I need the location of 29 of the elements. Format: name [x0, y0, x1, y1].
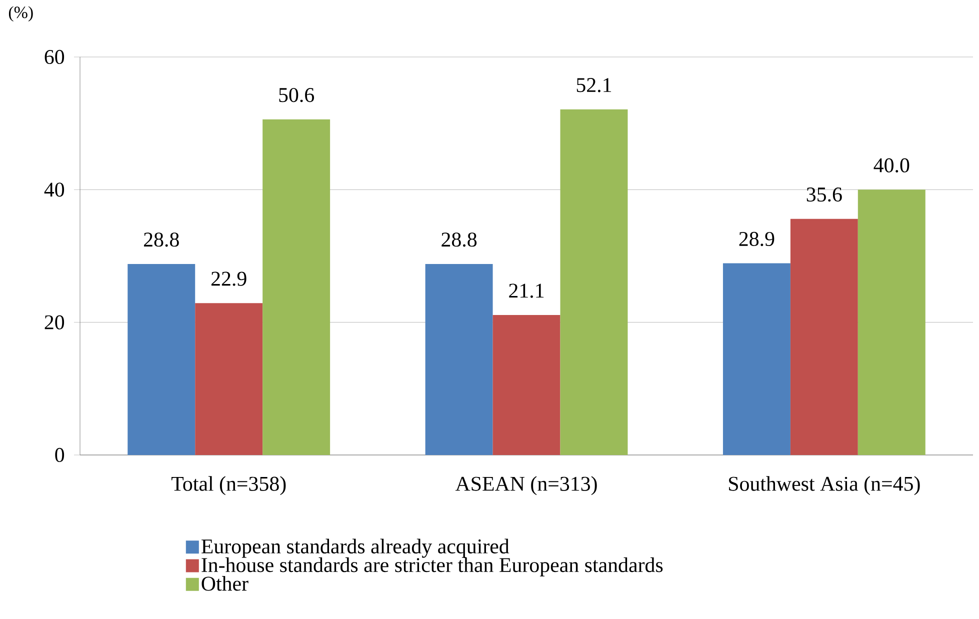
data-label: 28.9 — [739, 232, 774, 246]
data-label: 52.1 — [576, 78, 612, 92]
data-label: 50.6 — [279, 88, 314, 102]
bar — [195, 303, 263, 455]
data-label: 40.0 — [874, 158, 910, 172]
data-label: 28.8 — [144, 232, 179, 247]
bar — [128, 264, 196, 455]
x-tick-label: Total (n=358) — [171, 476, 286, 496]
bar — [492, 315, 560, 455]
bar — [790, 218, 858, 455]
x-tick-label: Southwest Asia (n=45) — [729, 476, 920, 496]
y-tick-label: 20 — [44, 315, 64, 330]
y-tick-label: 60 — [44, 50, 64, 64]
data-label: 28.8 — [442, 232, 477, 247]
y-axis-title: (%) — [8, 6, 33, 22]
bar — [858, 190, 926, 455]
bar — [560, 109, 628, 455]
bar — [262, 119, 330, 455]
bar — [722, 263, 790, 455]
legend-label: European standards already acquired — [202, 538, 510, 558]
data-label: 21.1 — [509, 284, 544, 298]
x-tick-label: ASEAN (n=313) — [455, 476, 597, 496]
legend-label: In-house standards are stricter than European standards — [202, 557, 663, 576]
bar — [425, 264, 493, 455]
data-label: 22.9 — [211, 272, 246, 286]
legend-label: Other — [202, 576, 248, 591]
y-tick-label: 0 — [55, 448, 64, 462]
y-tick-label: 40 — [44, 182, 64, 197]
data-label: 35.6 — [806, 188, 842, 202]
